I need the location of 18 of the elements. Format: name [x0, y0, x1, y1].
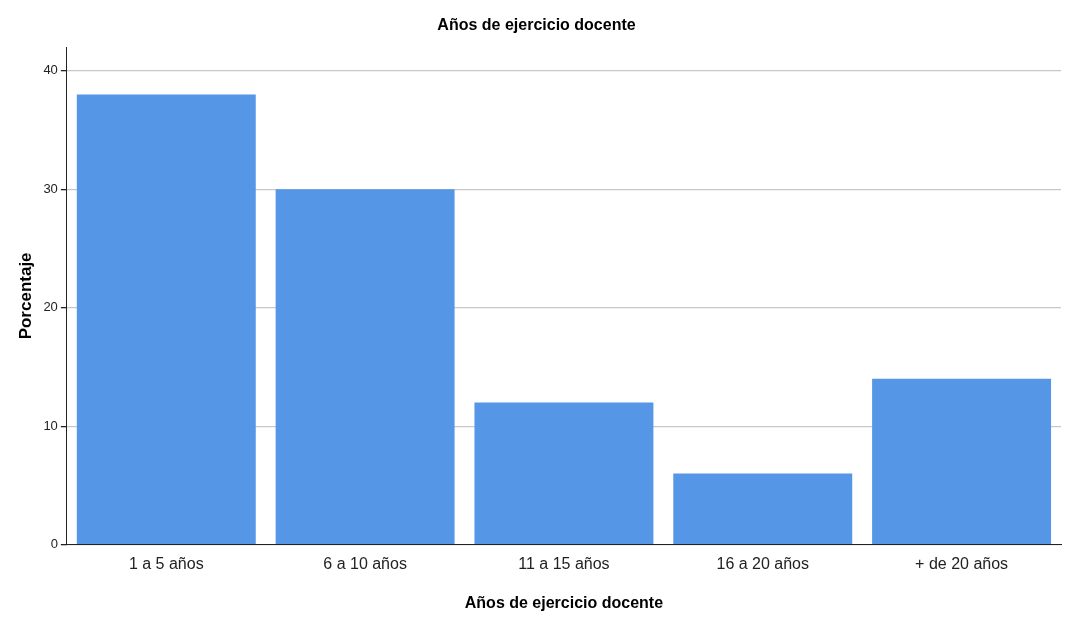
x-tick-label: 16 a 20 años [716, 554, 810, 572]
y-tick-label: 20 [43, 299, 58, 315]
y-axis-title: Porcentaje [15, 252, 35, 340]
x-axis-title: Años de ejercicio docente [464, 593, 664, 611]
x-tick-label: 11 a 15 años [518, 554, 610, 572]
bar [474, 402, 654, 544]
bar [872, 378, 1052, 544]
bar [76, 94, 256, 544]
bar [673, 473, 853, 544]
x-tick-label: + de 20 años [915, 554, 1009, 572]
y-tick-label: 10 [43, 417, 58, 433]
bar [275, 189, 455, 544]
x-tick-label: 1 a 5 años [128, 554, 204, 572]
chart-title: Años de ejercicio docente [437, 16, 636, 34]
y-tick-label: 40 [43, 62, 58, 78]
y-tick-label: 30 [43, 180, 58, 196]
x-tick-label: 6 a 10 años [323, 554, 407, 572]
y-tick-label: 0 [50, 536, 58, 552]
